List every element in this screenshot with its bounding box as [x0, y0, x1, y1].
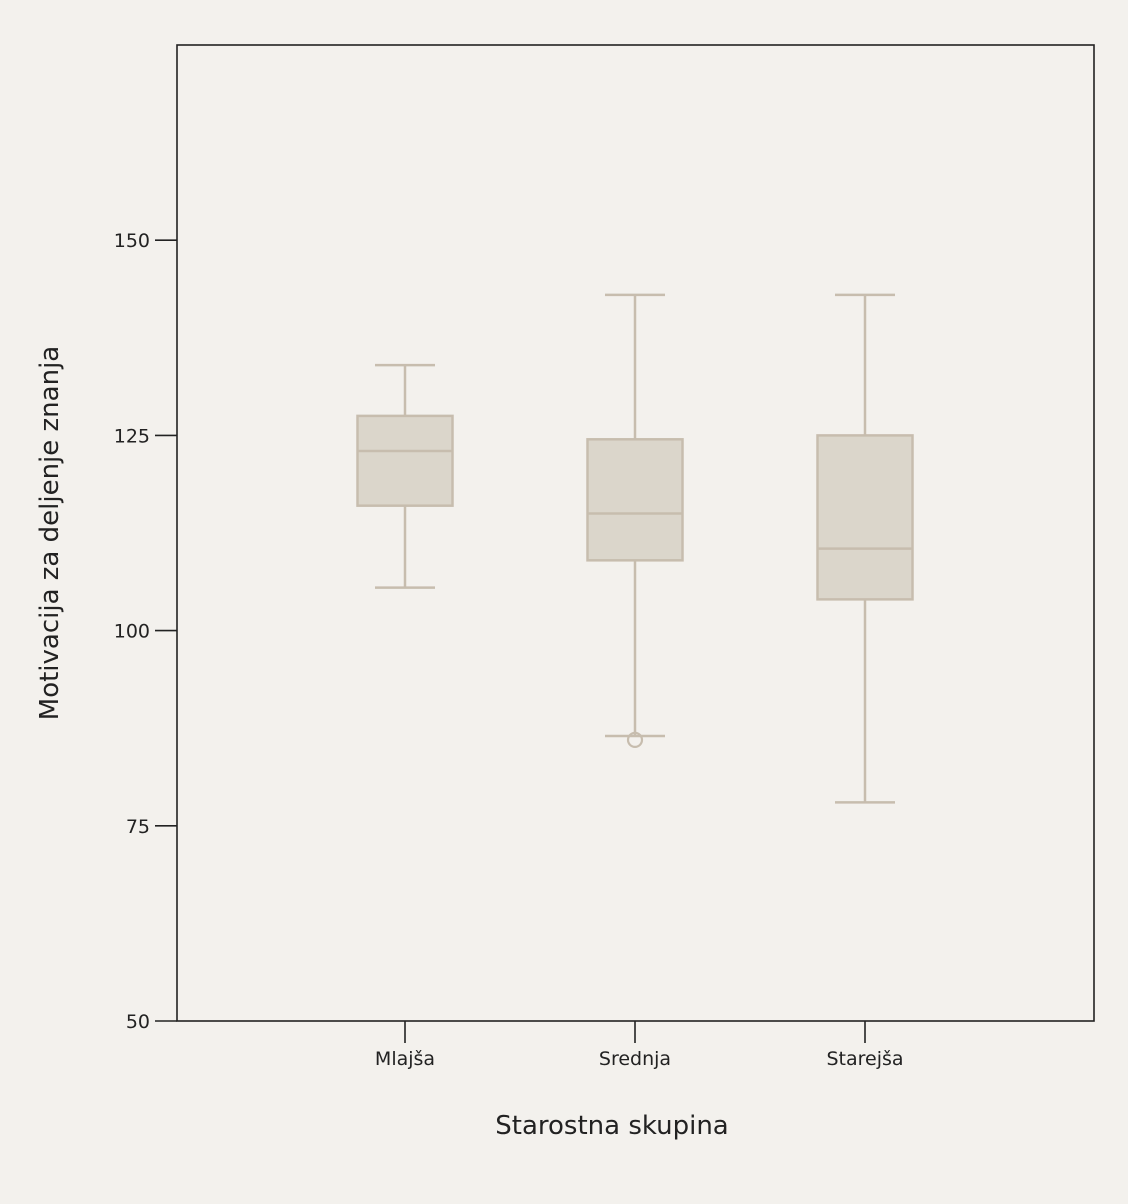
y-tick-label: 75	[126, 816, 150, 838]
y-tick-label: 150	[114, 230, 150, 252]
x-tick-label: Mlajša	[375, 1048, 435, 1070]
interquartile-box	[816, 434, 914, 601]
box-2	[586, 293, 684, 749]
interquartile-box	[586, 438, 684, 562]
x-axis-label: Starostna skupina	[495, 1111, 729, 1141]
box-3	[816, 293, 914, 804]
y-tick-label: 50	[126, 1011, 150, 1033]
y-tick-label: 125	[114, 425, 150, 447]
outlier-point	[626, 731, 644, 749]
x-tick-label: Starejša	[826, 1048, 903, 1070]
x-tick-label: Srednja	[599, 1048, 671, 1070]
y-axis-label: Motivacija za deljenje znanja	[35, 346, 65, 720]
y-tick-label: 100	[114, 621, 150, 643]
x-axis: Mlajša Srednja Starejša	[375, 1021, 904, 1070]
box-series	[356, 293, 914, 804]
box-1	[356, 363, 454, 589]
y-axis: 50 75 100 125 150	[114, 230, 177, 1033]
interquartile-box	[356, 414, 454, 507]
